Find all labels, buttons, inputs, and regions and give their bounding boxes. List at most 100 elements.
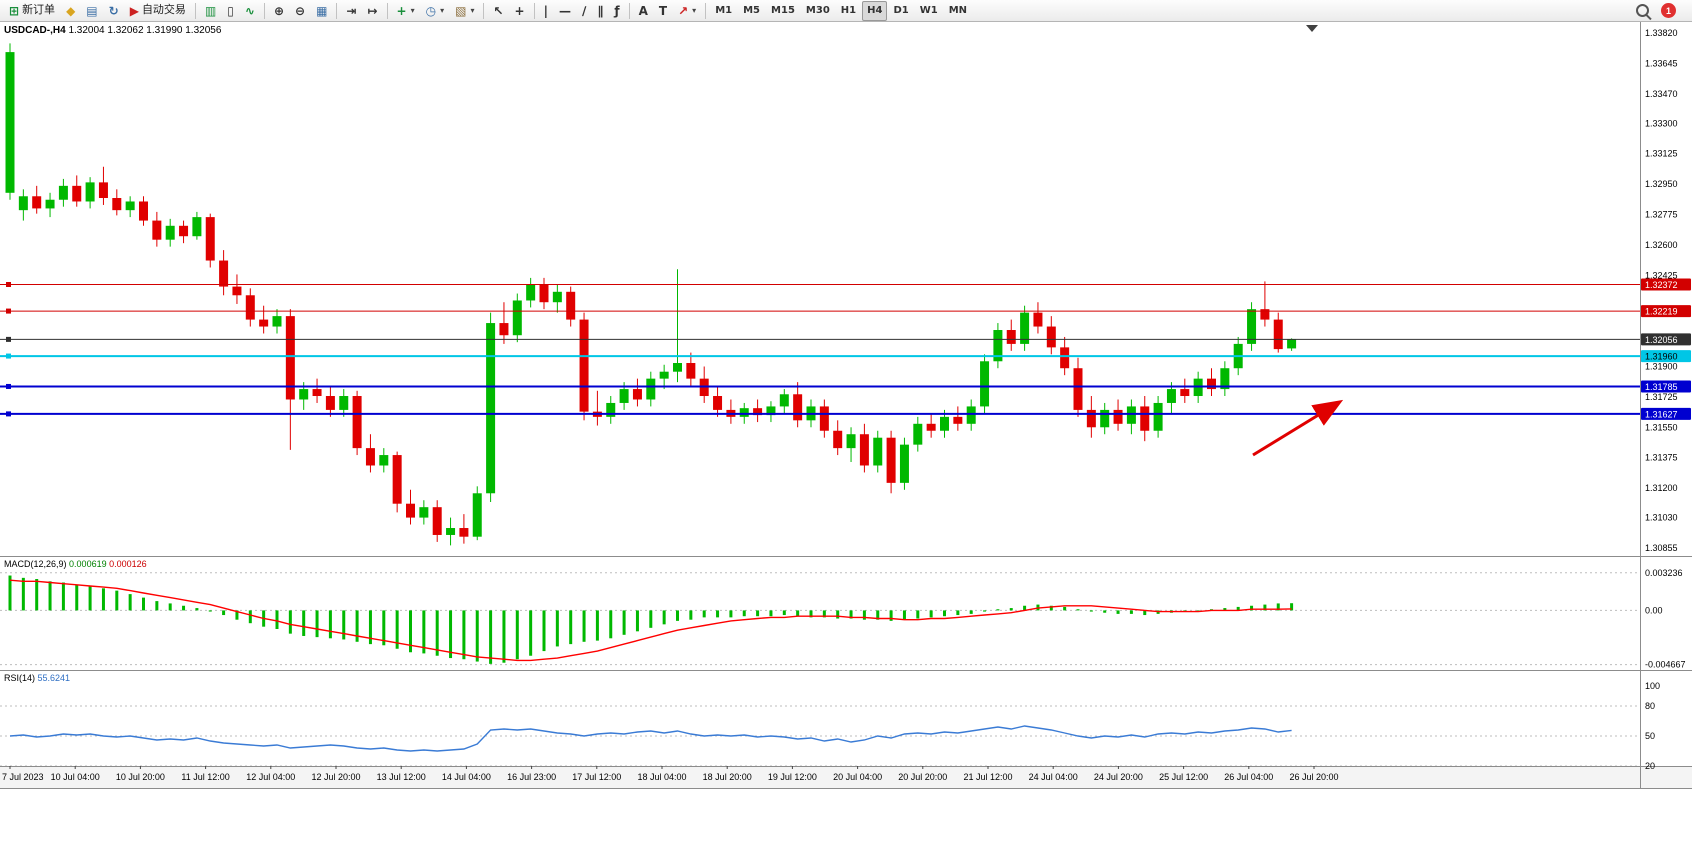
hline-handle[interactable] <box>6 383 11 389</box>
chart-candlesticks-button[interactable]: ▯ <box>222 1 239 21</box>
macd-histogram-bar <box>902 610 906 620</box>
zoom-in-button[interactable]: ⊕ <box>269 1 289 21</box>
candle <box>632 389 642 400</box>
time-axis-label: 24 Jul 20:00 <box>1094 772 1143 782</box>
notification-badge[interactable]: 1 <box>1661 3 1676 18</box>
macd-histogram-bar <box>1143 610 1147 616</box>
chart-canvas[interactable]: 1.33820 1.33645 1.33470 1.33300 1.33125 1.329… <box>0 22 1692 851</box>
navigator-button[interactable]: ↻ <box>104 1 124 21</box>
macd-histogram-bar <box>702 610 706 618</box>
rsi-line <box>9 725 1292 752</box>
candle <box>673 363 682 372</box>
vertical-line-button[interactable]: | <box>539 1 553 21</box>
trend-arrow-annotation[interactable] <box>1252 399 1344 457</box>
chart-bars-button[interactable]: ▥ <box>200 1 221 21</box>
time-axis-label: 17 Jul 12:00 <box>572 772 621 782</box>
candle <box>980 361 990 407</box>
candle <box>606 402 616 417</box>
candle <box>299 389 309 400</box>
market-watch-button[interactable]: ▤ <box>81 1 102 21</box>
tf-m1-button[interactable]: M1 <box>710 1 737 21</box>
toolbar-separator <box>705 2 707 19</box>
tf-h1-button[interactable]: H1 <box>836 1 861 21</box>
tf-d1-button[interactable]: D1 <box>888 1 913 21</box>
macd-histogram-bar <box>1063 606 1067 611</box>
tf-m15-button[interactable]: M15 <box>766 1 800 21</box>
hline-handle[interactable] <box>6 411 11 417</box>
macd-histogram-bar <box>222 610 226 616</box>
tile-windows-button[interactable]: ▦ <box>311 1 332 21</box>
macd-histogram-bar <box>756 610 760 617</box>
templates-dropdown-caret[interactable]: ▾ <box>470 5 475 15</box>
tf-mn-button[interactable]: MN <box>944 1 972 21</box>
time-axis-label: 18 Jul 20:00 <box>703 772 752 782</box>
hline-handle[interactable] <box>6 308 11 314</box>
tf-w1-button[interactable]: W1 <box>915 1 943 21</box>
arrows-tool-dropdown-caret[interactable]: ▾ <box>692 5 697 15</box>
candle <box>339 396 349 410</box>
macd-histogram-bar <box>449 610 453 659</box>
auto-scroll-button[interactable]: ⇥ <box>341 1 361 21</box>
indicators-button[interactable]: + ▾ <box>392 1 420 21</box>
price-tick-label: 1.32775 <box>1645 210 1678 220</box>
tf-h4-button[interactable]: H4 <box>862 0 888 21</box>
trendline-button[interactable]: ∕ <box>577 1 591 21</box>
periods-button[interactable]: ◷ ▾ <box>421 1 450 21</box>
zoom-in-icon: ⊕ <box>273 3 285 18</box>
cursor-button[interactable]: ↖ <box>488 1 508 21</box>
macd-histogram-bar <box>569 610 573 645</box>
indicators-dropdown-caret[interactable]: ▾ <box>410 5 415 15</box>
metaeditor-button[interactable]: ◆ <box>61 1 80 21</box>
templates-button[interactable]: ▧ ▾ <box>450 1 479 21</box>
macd-histogram-bar <box>969 610 973 614</box>
candle <box>1180 389 1190 397</box>
periods-dropdown-caret[interactable]: ▾ <box>440 5 445 15</box>
text-button[interactable]: A <box>634 1 653 21</box>
candle <box>85 182 95 202</box>
price-badge-label: 1.31627 <box>1645 409 1678 419</box>
search-icon[interactable] <box>1636 4 1649 17</box>
new-order-button[interactable]: ⊞ 新订单 <box>4 1 60 21</box>
macd-histogram-bar <box>916 610 920 619</box>
bar-chart-icon: ▥ <box>204 3 217 18</box>
fibonacci-button[interactable]: ƒ <box>609 1 624 21</box>
hline-handle[interactable] <box>6 336 11 342</box>
hline-handle[interactable] <box>6 282 11 288</box>
macd-histogram-bar <box>1263 604 1267 611</box>
macd-histogram-bar <box>996 609 1000 611</box>
candle <box>566 291 576 320</box>
toolbar-separator <box>386 2 388 19</box>
macd-histogram-bar <box>502 610 506 663</box>
chart-shift-marker[interactable] <box>1306 25 1318 32</box>
auto-trading-button[interactable]: ▶ 自动交易 <box>125 1 191 21</box>
macd-histogram-bar <box>1250 605 1254 611</box>
tf-w1-label: W1 <box>919 4 938 16</box>
tf-m30-button[interactable]: M30 <box>801 1 835 21</box>
time-axis-label: 12 Jul 04:00 <box>246 772 295 782</box>
chart-line-button[interactable]: ∿ <box>240 1 260 21</box>
price-tick-label: 1.32425 <box>1645 270 1678 280</box>
toolbar-separator <box>628 2 630 19</box>
equidistant-channel-button[interactable]: ∥ <box>592 1 608 21</box>
candle <box>259 319 269 327</box>
text-label-button[interactable]: T <box>654 1 672 21</box>
hline-handle[interactable] <box>6 353 11 359</box>
line-chart-icon: ∿ <box>244 3 255 18</box>
macd-histogram-bar <box>542 610 546 652</box>
macd-histogram-bar <box>689 610 693 620</box>
zoom-out-button[interactable]: ⊖ <box>290 1 310 21</box>
macd-histogram-bar <box>288 610 292 634</box>
price-badge <box>1641 407 1691 420</box>
macd-histogram-bar <box>1116 610 1120 614</box>
horizontal-line-button[interactable]: — <box>554 1 576 21</box>
toolbar-separator <box>483 2 485 19</box>
chart-shift-button[interactable]: ↦ <box>362 1 382 21</box>
tf-m5-button[interactable]: M5 <box>738 1 765 21</box>
macd-histogram-bar <box>182 605 186 611</box>
candle <box>18 196 28 211</box>
arrows-tool-button[interactable]: ↗ ▾ <box>673 1 701 21</box>
price-badge <box>1641 278 1691 291</box>
macd-histogram-bar <box>622 610 626 635</box>
crosshair-button[interactable]: + <box>510 1 530 21</box>
macd-histogram-bar <box>248 610 252 624</box>
